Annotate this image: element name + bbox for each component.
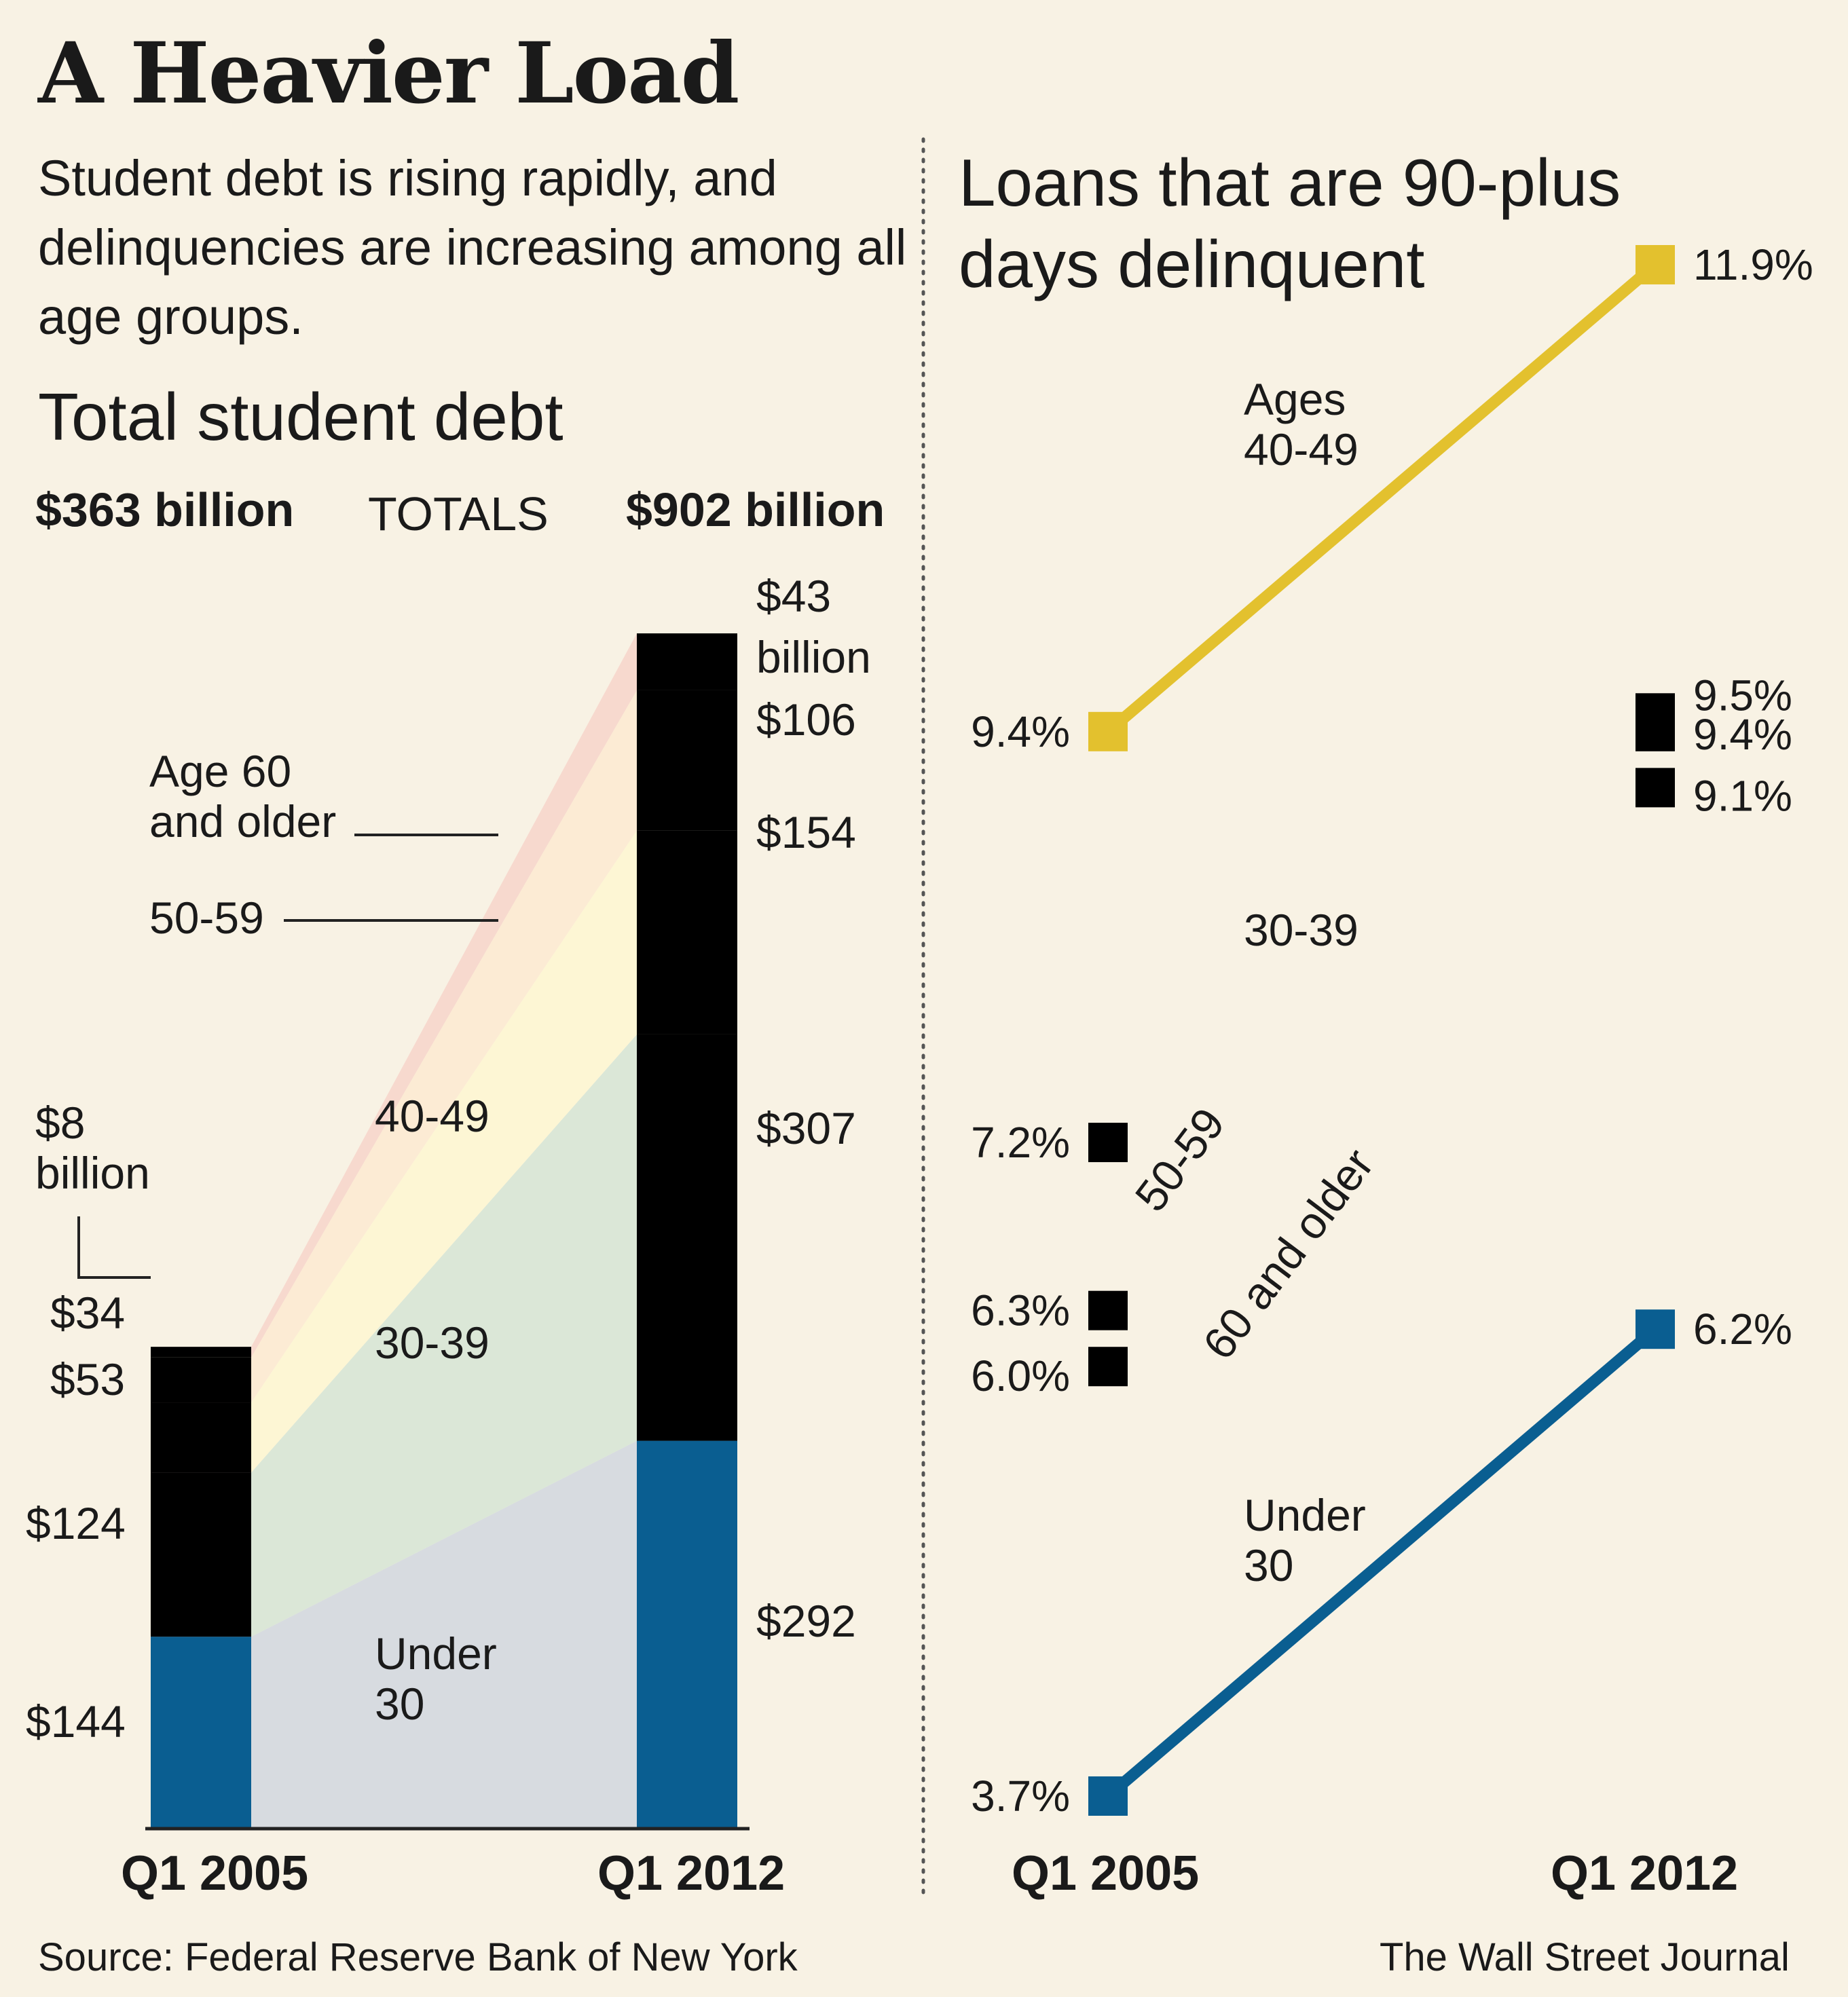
value-label-under30-2005: 3.7% [971,1772,1070,1821]
value-label-age60-2012: 9.5% [1693,671,1792,720]
bar-segment-0-under30 [151,1637,251,1827]
total-2005: $363 billion [35,483,295,536]
band-label-age30: 30-39 [375,1318,489,1368]
bar-segment-0-age50 [151,1357,251,1403]
left-x-label-2005: Q1 2005 [121,1846,309,1901]
right-x-label-2012: Q1 2012 [1551,1846,1739,1901]
value-label-age30-2012: 9.1% [1693,771,1792,820]
value-2012-under30: $292 [756,1596,856,1646]
series-marker-age60-0 [1088,1347,1128,1387]
value-label-age30-2005: 7.2% [971,1118,1070,1167]
page-title: A Heavier Load [38,24,739,123]
value-label-age60-2005: 6.0% [971,1351,1070,1400]
series-line-under30 [1104,1324,1659,1801]
band-label-age60: Age 60 and older [149,746,337,846]
totals-label: TOTALS [368,487,549,540]
line-label-age40: Ages 40-49 [1244,374,1359,474]
line-label-age30: 30-39 [1244,905,1359,955]
total-2012: $902 billion [626,483,885,536]
series-marker-under30-1 [1636,1309,1675,1349]
series-marker-age40-1 [1636,245,1675,284]
value-label-under30-2012: 6.2% [1693,1305,1792,1354]
connector-band-age30 [251,1034,637,1637]
bar-segment-0-age30 [151,1472,251,1637]
series-marker-age40-0 [1088,711,1128,751]
value-2005-age40: $53 [50,1354,126,1404]
connector-band-age50 [251,690,637,1403]
value-label-age40-2012: 11.9% [1693,240,1813,289]
series-marker-age60-1 [1636,693,1675,733]
bar-segment-1-age30 [637,1034,737,1441]
source-note: Source: Federal Reserve Bank of New York [38,1935,798,1979]
left-x-label-2012: Q1 2012 [597,1846,786,1901]
bar-segment-0-age60 [151,1347,251,1358]
right-x-label-2005: Q1 2005 [1012,1846,1200,1901]
series-line-age40 [1104,260,1659,736]
value-2005-under30: $144 [26,1696,126,1747]
value-label-age50-2005: 6.3% [971,1286,1070,1335]
value-2012-age30: $307 [756,1103,856,1153]
value-label-age40-2005: 9.4% [971,707,1070,756]
series-marker-age30-0 [1088,1123,1128,1163]
connector-band-age60 [251,633,637,1358]
bar-segment-1-under30 [637,1440,737,1827]
band-label-age50: 50-59 [149,893,264,943]
series-line-age30 [1108,787,1655,1142]
line-label-under30: Under 30 [1244,1490,1366,1590]
series-line-age60 [1108,713,1655,1366]
series-marker-age30-1 [1636,768,1675,808]
bar-segment-1-age60 [637,633,737,690]
value-2005-age30: $124 [26,1498,126,1548]
bar-segment-0-age40 [151,1402,251,1473]
bar-segment-1-age40 [637,830,737,1034]
credit-note: The Wall Street Journal [1380,1935,1790,1979]
value-2012-age60: $43 billion [756,571,871,682]
page-subtitle: Student debt is rising rapidly, and deli… [38,150,907,346]
band-label-age40: 40-49 [375,1091,489,1141]
series-marker-age50-0 [1088,1290,1128,1330]
value-2012-age40: $154 [756,807,856,857]
leader-line-8-billion [77,1216,151,1279]
band-label-under30: Under 30 [375,1628,497,1729]
value-2012-age50: $106 [756,694,856,745]
value-2005-age60: $8 billion [35,1098,150,1198]
right-heading: Loans that are 90-plus days delinquent [959,145,1621,301]
bar-segment-1-age50 [637,690,737,831]
connector-band-under30 [251,1440,637,1827]
value-2005-age50: $34 [50,1288,126,1338]
left-heading: Total student debt [38,379,563,454]
value-label-age50-2012: 9.4% [1693,710,1792,759]
series-marker-under30-0 [1088,1776,1128,1816]
series-line-age50 [1108,732,1655,1311]
connector-band-age40 [251,830,637,1473]
